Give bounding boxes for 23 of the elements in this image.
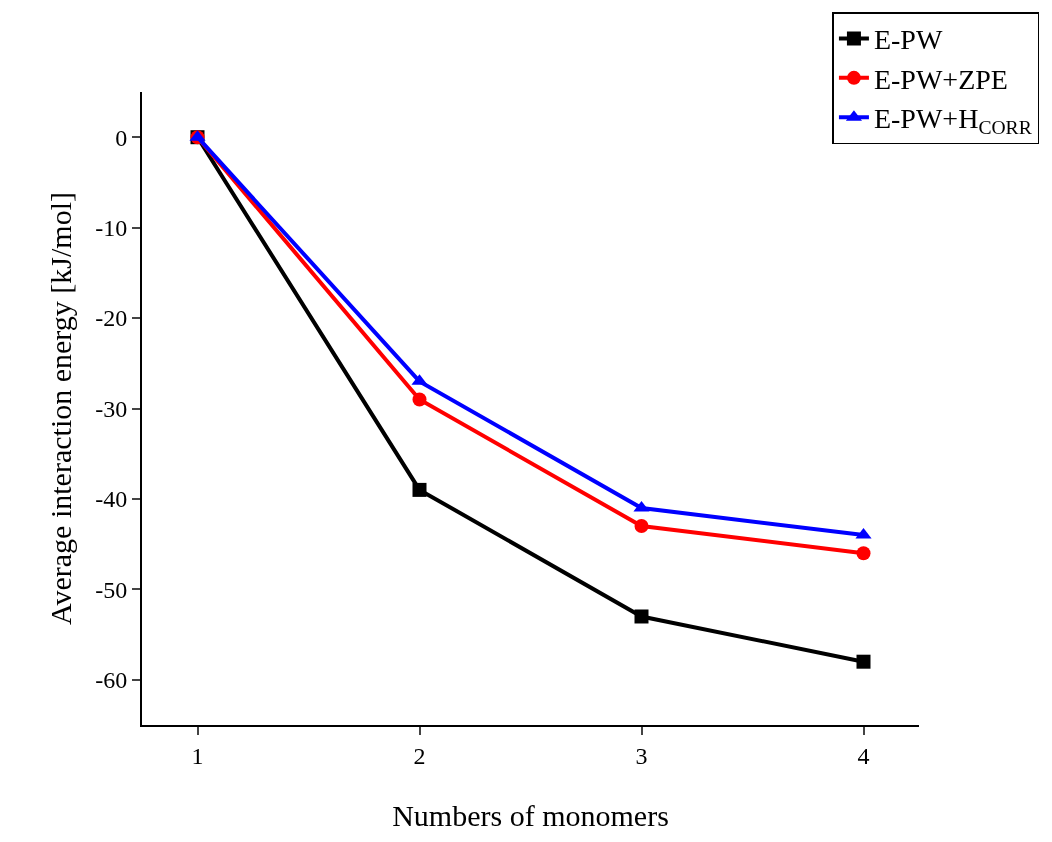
point: [412, 392, 427, 407]
legend-label: E-PW+ZPE: [873, 63, 1008, 95]
y-tick-label: -50: [95, 576, 128, 603]
y-tick-label: -40: [95, 486, 128, 513]
x-tick-label: 3: [635, 742, 648, 769]
legend-label: E-PW+H$_{CORR}$: [873, 103, 1033, 139]
point: [634, 519, 649, 534]
legend-label: E-PW: [873, 24, 943, 56]
y-tick-label: -20: [95, 305, 128, 332]
point: [634, 609, 649, 624]
y-tick-label: -30: [95, 395, 128, 422]
x-tick-label: 1: [191, 742, 204, 769]
point: [633, 500, 650, 512]
y-tick-label: -10: [95, 215, 128, 242]
point: [856, 546, 871, 561]
point: [856, 654, 871, 669]
y-tick-label: 0: [115, 124, 128, 151]
y-tick-label: -60: [95, 667, 128, 694]
x-tick-label: 4: [857, 742, 870, 769]
y-axis-title: Average interaction energy [kJ/mol]: [44, 192, 77, 625]
point: [412, 482, 427, 497]
x-tick-label: 2: [413, 742, 426, 769]
x-axis-title: Numbers of monomers: [392, 799, 669, 832]
